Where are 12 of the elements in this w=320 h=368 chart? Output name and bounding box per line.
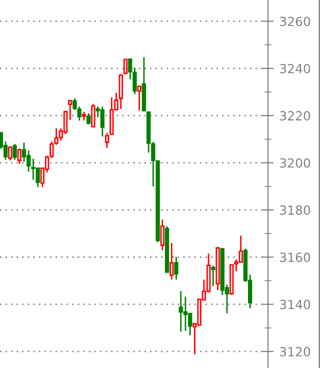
candlestick [160,218,164,251]
candlestick [174,256,178,280]
y-tick-label: 3200 [280,158,310,168]
y-tick-label: 3160 [280,252,310,262]
y-tick-label: 3120 [280,346,310,356]
candlestick [183,296,188,332]
y-tick-label: 3180 [280,205,310,215]
candlestick [211,264,216,287]
y-tick-label: 3220 [280,111,310,121]
y-tick-label: 3140 [280,300,310,310]
y-tick-label: 3240 [280,64,310,74]
y-tick-label: 3260 [280,16,310,26]
